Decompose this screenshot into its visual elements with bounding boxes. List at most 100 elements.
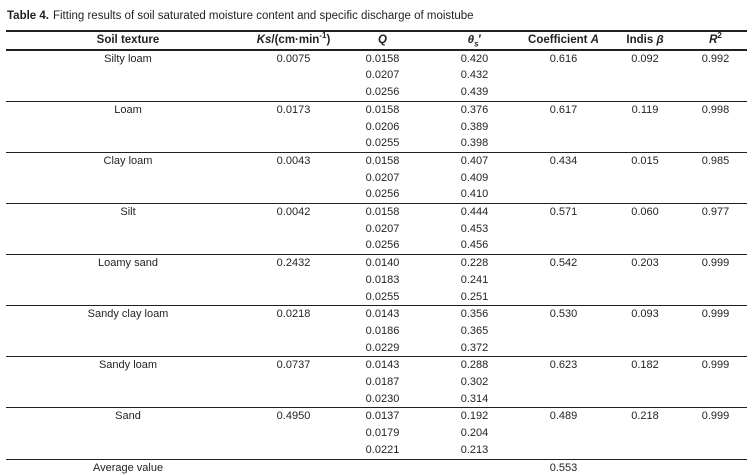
q-cell: 0.0255: [365, 137, 400, 150]
table-row: Loam 0.0173 0.0158 0.376 0.617 0.119 0.998: [6, 101, 747, 118]
header-row: Soil texture Ks/(cm·min-1) Q θs′ Coeffic…: [6, 31, 747, 50]
empty-cell: [606, 272, 684, 289]
empty-cell: [250, 425, 337, 442]
empty-cell: [428, 459, 521, 475]
table-row: 0.0256 0.439: [6, 84, 747, 101]
q-cell: 0.0207: [365, 171, 400, 184]
empty-cell: [684, 119, 747, 136]
empty-cell: [250, 272, 337, 289]
theta-cell: 0.356: [460, 308, 489, 321]
beta-cell: 0.093: [631, 308, 659, 321]
theta-cell: 0.432: [460, 69, 489, 82]
theta-cell: 0.389: [460, 120, 489, 133]
empty-cell: [606, 170, 684, 187]
table-row: 0.0255 0.398: [6, 135, 747, 152]
q-cell: 0.0255: [365, 290, 400, 303]
coefficient-a-cell: 0.571: [549, 206, 578, 219]
empty-cell: [684, 459, 747, 475]
empty-cell: [250, 170, 337, 187]
q-cell: 0.0207: [365, 69, 400, 82]
table-row: 0.0207 0.453: [6, 221, 747, 238]
empty-cell: [606, 84, 684, 101]
empty-cell: [521, 135, 606, 152]
r2-cell: 0.985: [701, 154, 730, 167]
soil-texture-cell: Sandy clay loam: [87, 308, 169, 321]
r2-cell: 0.998: [701, 103, 730, 116]
ks-cell: 0.0737: [276, 359, 311, 372]
empty-cell: [521, 323, 606, 340]
theta-cell: 0.456: [460, 239, 489, 252]
empty-cell: [250, 237, 337, 254]
q-cell: 0.0158: [365, 52, 400, 65]
q-cell: 0.0158: [365, 154, 400, 167]
empty-cell: [250, 323, 337, 340]
table-row: 0.0221 0.213: [6, 442, 747, 459]
table-row: 0.0229 0.372: [6, 340, 747, 357]
table-row: 0.0207 0.409: [6, 170, 747, 187]
table-row: 0.0183 0.241: [6, 272, 747, 289]
empty-cell: [684, 84, 747, 101]
empty-cell: [606, 221, 684, 238]
empty-cell: [6, 425, 250, 442]
empty-cell: [250, 221, 337, 238]
col-header-r2: R2: [709, 31, 722, 46]
empty-cell: [6, 374, 250, 391]
table-row: 0.0206 0.389: [6, 119, 747, 136]
empty-cell: [684, 323, 747, 340]
average-coefficient-a-cell: 0.553: [549, 461, 578, 474]
table-caption-text: Fitting results of soil saturated moistu…: [52, 10, 474, 22]
coefficient-a-cell: 0.617: [549, 103, 578, 116]
r2-cell: 0.999: [701, 410, 730, 423]
empty-cell: [6, 84, 250, 101]
q-cell: 0.0206: [365, 120, 400, 133]
table-row: Loamy sand 0.2432 0.0140 0.228 0.542 0.203 0.9…: [6, 254, 747, 272]
table-row: Clay loam 0.0043 0.0158 0.407 0.434 0.015 0.98…: [6, 152, 747, 169]
empty-cell: [684, 67, 747, 84]
empty-cell: [684, 391, 747, 408]
r2-cell: 0.999: [701, 308, 730, 321]
empty-cell: [6, 186, 250, 203]
average-row: Average value 0.553: [6, 459, 747, 475]
ks-cell: 0.0218: [276, 308, 311, 321]
empty-cell: [250, 340, 337, 357]
theta-cell: 0.204: [460, 427, 489, 440]
table-row: Sandy loam 0.0737 0.0143 0.288 0.623 0.182 0.9…: [6, 356, 747, 374]
coefficient-a-cell: 0.542: [549, 257, 578, 270]
empty-cell: [521, 374, 606, 391]
empty-cell: [606, 237, 684, 254]
beta-cell: 0.218: [631, 410, 659, 423]
empty-cell: [6, 67, 250, 84]
table-row: Sandy clay loam 0.0218 0.0143 0.356 0.530 0.0…: [6, 305, 747, 323]
table-caption-label: Table 4.: [7, 10, 49, 22]
theta-cell: 0.372: [460, 341, 489, 354]
empty-cell: [606, 289, 684, 306]
empty-cell: [521, 442, 606, 459]
empty-cell: [684, 170, 747, 187]
fitting-results-table: Soil texture Ks/(cm·min-1) Q θs′ Coeffic…: [6, 30, 747, 475]
empty-cell: [250, 67, 337, 84]
q-cell: 0.0256: [365, 188, 400, 201]
table-row: 0.0186 0.365: [6, 323, 747, 340]
col-header-q: Q: [378, 34, 387, 46]
empty-cell: [337, 459, 428, 475]
empty-cell: [6, 323, 250, 340]
theta-cell: 0.398: [460, 137, 489, 150]
empty-cell: [606, 425, 684, 442]
empty-cell: [250, 84, 337, 101]
q-cell: 0.0183: [365, 273, 400, 286]
empty-cell: [606, 135, 684, 152]
table-row: 0.0230 0.314: [6, 391, 747, 408]
theta-cell: 0.376: [460, 103, 489, 116]
empty-cell: [6, 170, 250, 187]
empty-cell: [6, 391, 250, 408]
empty-cell: [250, 459, 337, 475]
empty-cell: [606, 391, 684, 408]
theta-cell: 0.314: [460, 392, 489, 405]
q-cell: 0.0143: [365, 359, 400, 372]
q-cell: 0.0256: [365, 86, 400, 99]
ks-cell: 0.0075: [276, 52, 311, 65]
empty-cell: [6, 119, 250, 136]
empty-cell: [684, 272, 747, 289]
beta-cell: 0.015: [631, 154, 659, 167]
q-cell: 0.0179: [365, 427, 400, 440]
